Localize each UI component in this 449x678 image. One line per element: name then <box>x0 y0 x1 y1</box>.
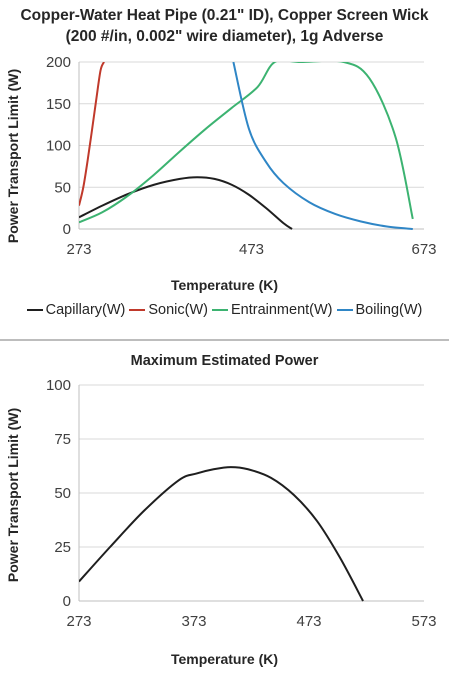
x-tick-label: 673 <box>411 241 436 258</box>
y-tick-label: 100 <box>46 138 71 155</box>
x-axis-label: Temperature (K) <box>170 651 279 667</box>
x-tick-label: 473 <box>239 241 264 258</box>
max-power-chart: Maximum Estimated Power Power Transport … <box>0 346 449 673</box>
legend-item: Sonic(W) <box>129 302 208 318</box>
legend-label: Capillary(W) <box>45 302 126 318</box>
x-tick-label: 273 <box>66 613 91 630</box>
boiling-series-line <box>232 62 413 230</box>
y-tick-label: 200 <box>46 54 71 71</box>
x-tick-label: 273 <box>66 241 91 258</box>
x-tick-label: 473 <box>296 613 321 630</box>
legend-item: Capillary(W) <box>26 302 126 318</box>
y-tick-label: 25 <box>54 539 71 556</box>
entrainment-series-line <box>79 62 414 224</box>
chart-title-line-1: Copper-Water Heat Pipe (0.21" ID), Coppe… <box>20 7 429 24</box>
legend-label: Sonic(W) <box>148 302 208 318</box>
y-tick-label: 150 <box>46 96 71 113</box>
series-line <box>79 466 364 602</box>
y-tick-label: 0 <box>63 593 71 610</box>
legend-label: Boiling(W) <box>355 302 423 318</box>
y-tick-label: 50 <box>54 485 71 502</box>
separator <box>0 339 449 341</box>
power-limits-chart: Copper-Water Heat Pipe (0.21" ID), Coppe… <box>0 0 449 338</box>
y-tick-label: 100 <box>46 377 71 394</box>
sonic-series-line <box>79 62 105 206</box>
x-axis-label: Temperature (K) <box>170 277 279 293</box>
legend-swatch <box>26 309 43 312</box>
y-axis-label: Power Transport Limit (W) <box>5 68 21 244</box>
y-axis-label: Power Transport Limit (W) <box>5 407 21 583</box>
chart-title-line-2: (200 #/in, 0.002" wire diameter), 1g Adv… <box>65 28 384 45</box>
y-tick-label: 75 <box>54 431 71 448</box>
legend-label: Entrainment(W) <box>230 302 333 318</box>
plot-area: 0 25 50 75 100 273 373 473 573 <box>46 377 437 630</box>
legend-item: Boiling(W) <box>336 302 423 318</box>
x-tick-label: 373 <box>181 613 206 630</box>
chart-title: Maximum Estimated Power <box>130 353 319 369</box>
legend: Capillary(W) Sonic(W) Entrainment(W) Boilin… <box>0 302 449 318</box>
legend-swatch <box>211 309 228 312</box>
x-tick-label: 573 <box>411 613 436 630</box>
y-tick-label: 0 <box>63 221 71 238</box>
capillary-series-line <box>79 176 293 230</box>
legend-item: Entrainment(W) <box>211 302 333 318</box>
y-tick-label: 50 <box>54 179 71 196</box>
chart-title: Copper-Water Heat Pipe (0.21" ID), Coppe… <box>0 5 449 47</box>
plot-area: 0 50 100 150 200 273 473 673 <box>46 54 437 258</box>
legend-swatch <box>336 309 353 312</box>
legend-swatch <box>129 309 146 312</box>
